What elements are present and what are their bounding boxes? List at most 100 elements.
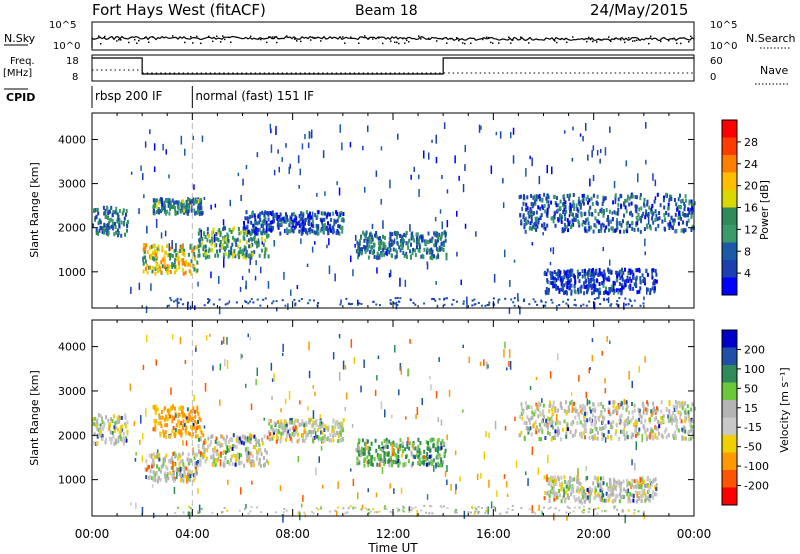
echo-cell — [360, 508, 363, 511]
echo-cell — [114, 221, 116, 226]
echo-cell — [324, 191, 326, 196]
echo-cell — [582, 201, 585, 206]
echo-cell — [654, 432, 657, 437]
echo-cell — [210, 434, 213, 439]
echo-cell — [114, 429, 116, 433]
echo-cell — [503, 349, 505, 358]
echo-cell — [421, 460, 424, 465]
echo-cell — [217, 237, 220, 242]
echo-cell — [644, 418, 647, 423]
echo-cell — [179, 454, 182, 459]
echo-cell — [238, 250, 240, 255]
echo-cell — [179, 298, 182, 301]
echo-cell — [259, 211, 262, 216]
echo-cell — [153, 418, 156, 423]
echo-cell — [620, 290, 623, 295]
echo-cell — [684, 419, 687, 424]
echo-cell — [608, 400, 611, 405]
echo-cell — [579, 289, 582, 294]
echo-cell — [655, 492, 658, 497]
echo-cell — [267, 281, 270, 289]
echo-cell — [178, 472, 181, 477]
echo-cell — [182, 258, 185, 263]
echo-cell — [446, 189, 449, 194]
echo-cell — [593, 433, 596, 438]
echo-region-5 — [355, 437, 447, 468]
echo-cell — [681, 406, 684, 411]
echo-cell — [350, 468, 352, 472]
echo-cell — [554, 223, 557, 228]
echo-cell — [643, 510, 646, 513]
echo-cell — [653, 280, 656, 285]
echo-cell — [246, 456, 249, 461]
echo-cell — [145, 467, 148, 472]
echo-cell — [263, 456, 265, 460]
echo-cell — [201, 236, 204, 241]
echo-cell — [431, 236, 434, 241]
echo-cell — [235, 458, 238, 463]
echo-cell — [389, 179, 391, 189]
echo-cell — [194, 419, 197, 424]
echo-cell — [443, 297, 446, 300]
echo-cell — [189, 243, 192, 248]
echo-cell — [576, 479, 579, 484]
echo-cell — [437, 449, 439, 454]
echo-cell — [435, 255, 438, 260]
echo-cell — [320, 445, 323, 451]
echo-cell — [155, 210, 158, 214]
nsearch-point — [172, 35, 174, 37]
nsearch-point — [404, 42, 406, 44]
echo-cell — [508, 307, 511, 314]
echo-cell — [571, 268, 574, 273]
echo-cell — [618, 405, 621, 410]
echo-cell — [570, 289, 573, 294]
echo-cell — [187, 452, 190, 457]
echo-cell — [172, 460, 174, 469]
colorbar-tick-label: 12 — [744, 223, 758, 236]
echo-cell — [267, 211, 270, 216]
echo-cell — [647, 484, 650, 489]
echo-cell — [610, 436, 613, 441]
echo-cell — [604, 388, 607, 394]
echo-cell — [588, 271, 591, 276]
echo-cell — [530, 218, 533, 223]
echo-cell — [536, 404, 538, 410]
echo-cell — [624, 297, 627, 300]
echo-cell — [222, 462, 225, 467]
echo-cell — [574, 429, 577, 434]
echo-cell — [150, 244, 153, 249]
echo-cell — [260, 511, 263, 514]
echo-cell — [674, 418, 676, 423]
echo-cell — [163, 255, 166, 260]
nsearch-point — [486, 36, 488, 38]
echo-cell — [203, 250, 206, 255]
echo-cell — [391, 441, 394, 446]
echo-cell — [494, 420, 497, 430]
echo-cell — [221, 510, 224, 513]
colorbar-swatch — [722, 452, 737, 471]
echo-cell — [247, 451, 250, 456]
echo-cell — [548, 498, 551, 503]
echo-cell — [633, 403, 636, 408]
echo-cell — [317, 425, 320, 429]
echo-cell — [183, 261, 186, 266]
echo-cell — [199, 451, 202, 456]
echo-cell — [436, 454, 439, 459]
echo-cell — [521, 206, 523, 212]
echo-cell — [315, 223, 318, 228]
echo-cell — [219, 443, 222, 448]
echo-cell — [164, 478, 167, 483]
echo-cell — [161, 197, 163, 207]
echo-cell — [547, 287, 550, 292]
echo-cell — [293, 429, 296, 434]
nsearch-point — [272, 36, 274, 38]
echo-cell — [362, 230, 365, 235]
echo-cell — [437, 455, 440, 460]
echo-cell — [683, 207, 686, 212]
echo-cell — [184, 359, 187, 365]
echo-cell — [365, 441, 367, 451]
echo-cell — [415, 240, 418, 245]
echo-cell — [585, 271, 588, 276]
echo-cell — [423, 247, 426, 252]
echo-cell — [195, 434, 198, 439]
